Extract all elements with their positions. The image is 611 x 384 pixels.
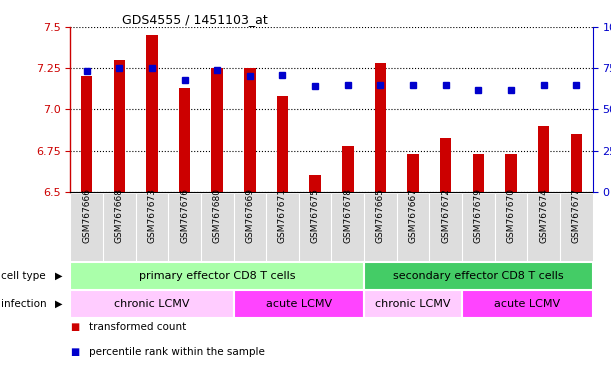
Text: ▶: ▶ <box>55 271 62 281</box>
Bar <box>309 175 321 192</box>
Text: percentile rank within the sample: percentile rank within the sample <box>89 347 265 357</box>
Bar <box>211 68 223 192</box>
Text: ■: ■ <box>70 322 79 332</box>
Bar <box>342 146 354 192</box>
Bar <box>364 290 462 318</box>
Text: secondary effector CD8 T cells: secondary effector CD8 T cells <box>393 271 564 281</box>
Bar <box>571 134 582 192</box>
Text: chronic LCMV: chronic LCMV <box>114 299 189 309</box>
Text: ▶: ▶ <box>55 299 62 309</box>
Bar <box>505 154 517 192</box>
Bar <box>408 154 419 192</box>
Bar <box>146 35 158 192</box>
Bar <box>233 290 364 318</box>
Bar <box>244 68 255 192</box>
Text: chronic LCMV: chronic LCMV <box>375 299 451 309</box>
Text: primary effector CD8 T cells: primary effector CD8 T cells <box>139 271 296 281</box>
Bar <box>375 63 386 192</box>
Bar <box>70 262 364 290</box>
Text: GDS4555 / 1451103_at: GDS4555 / 1451103_at <box>122 13 268 26</box>
Bar <box>538 126 549 192</box>
Text: acute LCMV: acute LCMV <box>266 299 332 309</box>
Bar <box>473 154 484 192</box>
Bar <box>70 290 233 318</box>
Bar <box>364 262 593 290</box>
Text: infection: infection <box>1 299 47 309</box>
Text: ■: ■ <box>70 347 79 357</box>
Text: acute LCMV: acute LCMV <box>494 299 560 309</box>
Text: cell type: cell type <box>1 271 46 281</box>
Text: transformed count: transformed count <box>89 322 186 332</box>
Bar <box>277 96 288 192</box>
Bar <box>462 290 593 318</box>
Bar <box>440 137 452 192</box>
Bar <box>81 76 92 192</box>
Bar <box>179 88 190 192</box>
Bar <box>114 60 125 192</box>
